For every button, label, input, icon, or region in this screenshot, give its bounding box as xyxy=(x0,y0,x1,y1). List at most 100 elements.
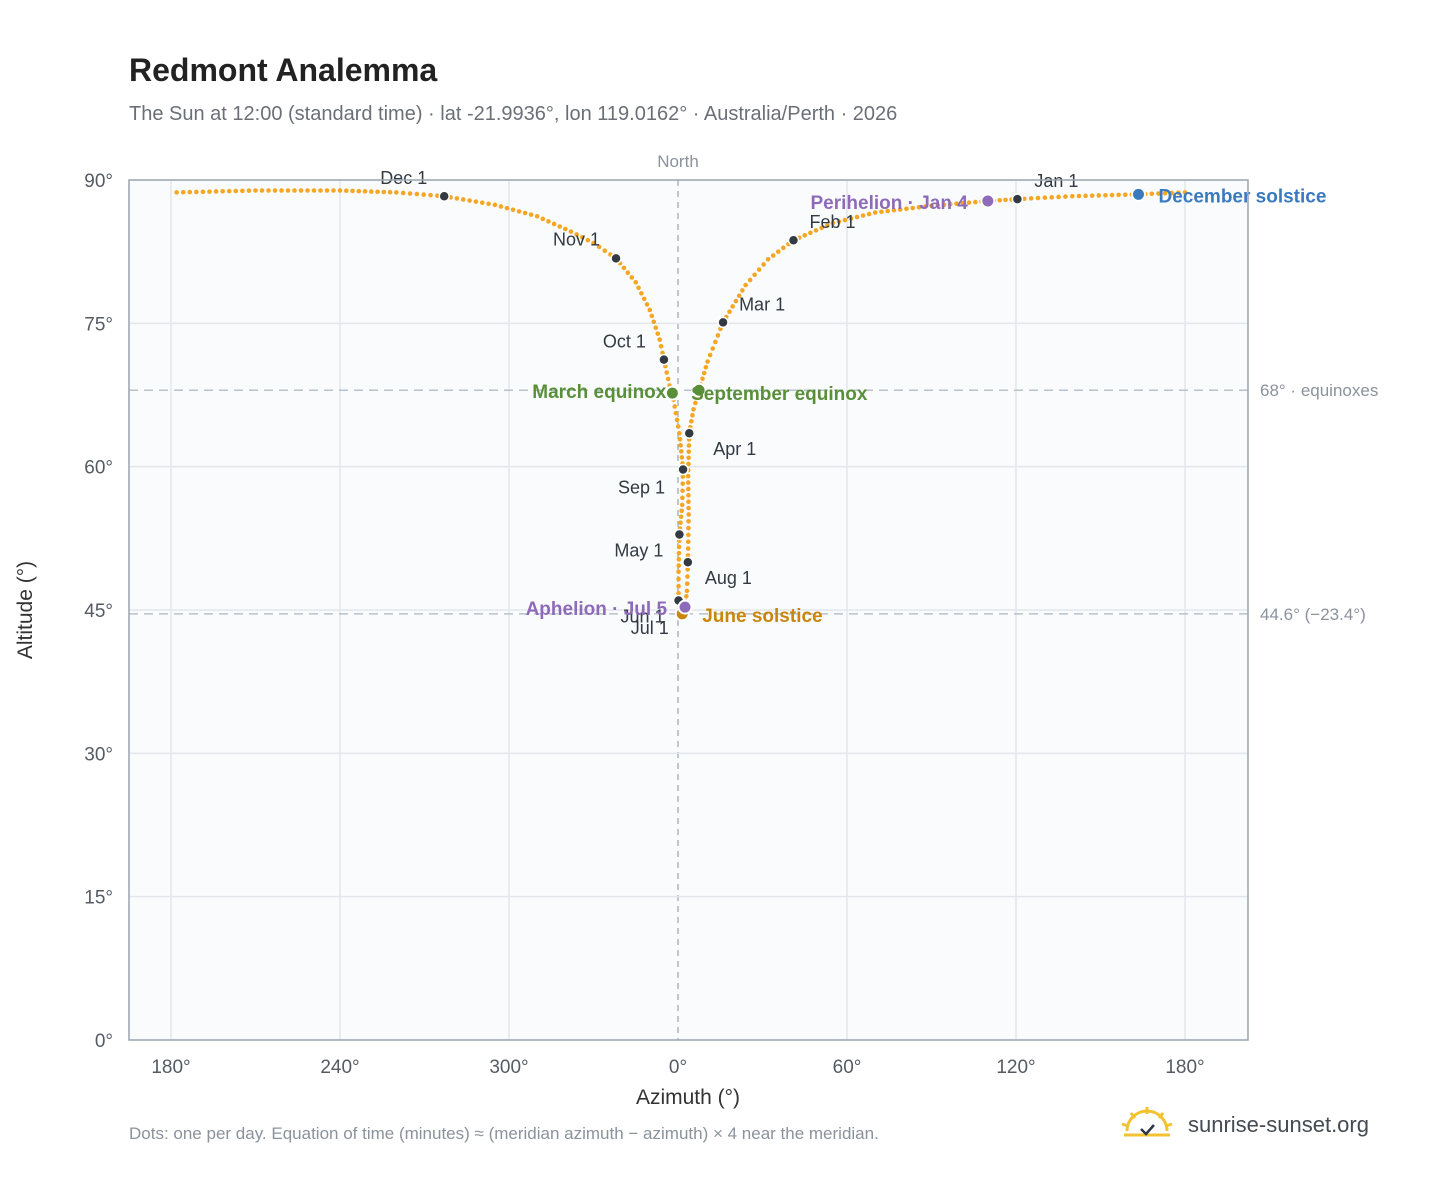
x-tick-label: 240° xyxy=(320,1057,359,1078)
daily-dot xyxy=(1162,190,1168,196)
daily-dot xyxy=(830,220,836,226)
daily-dot xyxy=(684,594,689,599)
daily-dot xyxy=(676,583,681,589)
daily-dot xyxy=(279,188,284,193)
month-label: Sep 1 xyxy=(618,478,665,498)
reference-line-label: 68° · equinoxes xyxy=(1260,381,1378,400)
daily-dot xyxy=(929,203,934,209)
month-marker xyxy=(658,353,670,366)
daily-dot xyxy=(910,205,916,211)
daily-dot xyxy=(842,217,848,223)
daily-dot xyxy=(1028,196,1034,201)
daily-dot xyxy=(1116,192,1121,198)
daily-dot xyxy=(676,563,682,568)
daily-dot xyxy=(579,235,585,240)
month-marker xyxy=(717,316,729,329)
daily-dot xyxy=(808,230,813,236)
daily-dot xyxy=(259,188,265,193)
daily-dot xyxy=(596,244,602,250)
daily-dot xyxy=(676,557,682,562)
daily-dot xyxy=(510,207,516,213)
daily-dot xyxy=(551,221,557,227)
daily-dot xyxy=(665,376,671,382)
daily-dot xyxy=(504,205,510,211)
daily-dot xyxy=(486,201,491,207)
daily-dot xyxy=(428,192,433,198)
daily-dot xyxy=(362,189,368,194)
brand-name: sunrise-sunset.org xyxy=(1188,1112,1369,1137)
daily-dot xyxy=(676,569,681,575)
daily-dot xyxy=(954,201,959,206)
event-marker xyxy=(677,599,693,615)
daily-dot xyxy=(467,198,472,203)
event-label: June solstice xyxy=(702,606,822,627)
event-label: September equinox xyxy=(691,384,868,405)
event-label: Perihelion · Jan 4 xyxy=(810,193,968,214)
daily-dot xyxy=(705,359,710,364)
daily-dot xyxy=(460,197,466,202)
event-label: Aphelion · Jul 5 xyxy=(526,599,668,620)
footnote: Dots: one per day. Equation of time (min… xyxy=(129,1124,879,1143)
daily-dot xyxy=(226,188,232,194)
daily-dot xyxy=(621,265,627,271)
month-label: Jul 1 xyxy=(631,618,669,638)
month-label: Jun 1 xyxy=(621,606,665,626)
daily-dot xyxy=(647,307,653,313)
y-tick-label: 90° xyxy=(84,171,113,192)
daily-dot xyxy=(686,493,691,498)
daily-dot xyxy=(686,455,691,461)
y-tick-label: 30° xyxy=(84,744,113,765)
daily-dot xyxy=(400,190,406,196)
daily-dot xyxy=(941,202,947,208)
daily-dot xyxy=(1063,194,1068,199)
x-tick-label: 120° xyxy=(996,1057,1035,1078)
daily-dot xyxy=(1089,193,1095,198)
daily-dot xyxy=(381,189,387,195)
month-marker xyxy=(673,528,686,541)
daily-dot xyxy=(657,337,662,342)
axis-ticks: 180° 240° 300° 0° 60° 120° 180° 0° 15° 30° 45° 60° 7… xyxy=(84,171,1204,1078)
brand[interactable]: sunrise-sunset.org xyxy=(1120,1100,1369,1150)
daily-dot xyxy=(686,518,691,524)
daily-dot xyxy=(686,505,691,511)
daily-dot xyxy=(1003,197,1008,203)
daily-dot xyxy=(187,189,193,195)
event-label: March equinox xyxy=(532,382,667,403)
daily-dot xyxy=(324,188,330,193)
daily-dot xyxy=(546,219,551,224)
daily-dot xyxy=(298,188,304,193)
daily-dot xyxy=(240,188,245,194)
daily-dot xyxy=(689,418,694,424)
sun-logo-icon xyxy=(1121,1107,1173,1137)
month-label: Nov 1 xyxy=(553,229,600,249)
event-label: December solstice xyxy=(1159,186,1327,207)
daily-dot xyxy=(454,196,460,201)
month-marker xyxy=(610,252,622,265)
x-axis-label: Azimuth (°) xyxy=(636,1086,740,1109)
daily-dot xyxy=(680,474,686,479)
daily-dot xyxy=(266,188,271,193)
daily-dot xyxy=(813,228,819,233)
month-label: Apr 1 xyxy=(713,439,756,459)
x-tick-label: 180° xyxy=(1165,1057,1204,1078)
daily-dot xyxy=(713,339,718,345)
daily-dot xyxy=(690,413,695,418)
daily-dot xyxy=(916,204,922,210)
month-marker xyxy=(438,190,450,202)
daily-dot xyxy=(1169,190,1175,196)
daily-dot xyxy=(679,508,684,514)
month-label: May 1 xyxy=(614,541,663,561)
daily-dot xyxy=(625,270,631,275)
daily-dot xyxy=(747,277,753,283)
daily-dot xyxy=(649,313,655,319)
x-tick-label: 300° xyxy=(489,1057,528,1078)
daily-dot xyxy=(679,502,685,508)
daily-dot xyxy=(966,200,972,205)
north-label: North xyxy=(657,152,699,171)
daily-dot xyxy=(885,208,890,214)
daily-dot xyxy=(200,189,206,195)
daily-dot xyxy=(701,370,707,376)
daily-dot xyxy=(848,216,854,221)
